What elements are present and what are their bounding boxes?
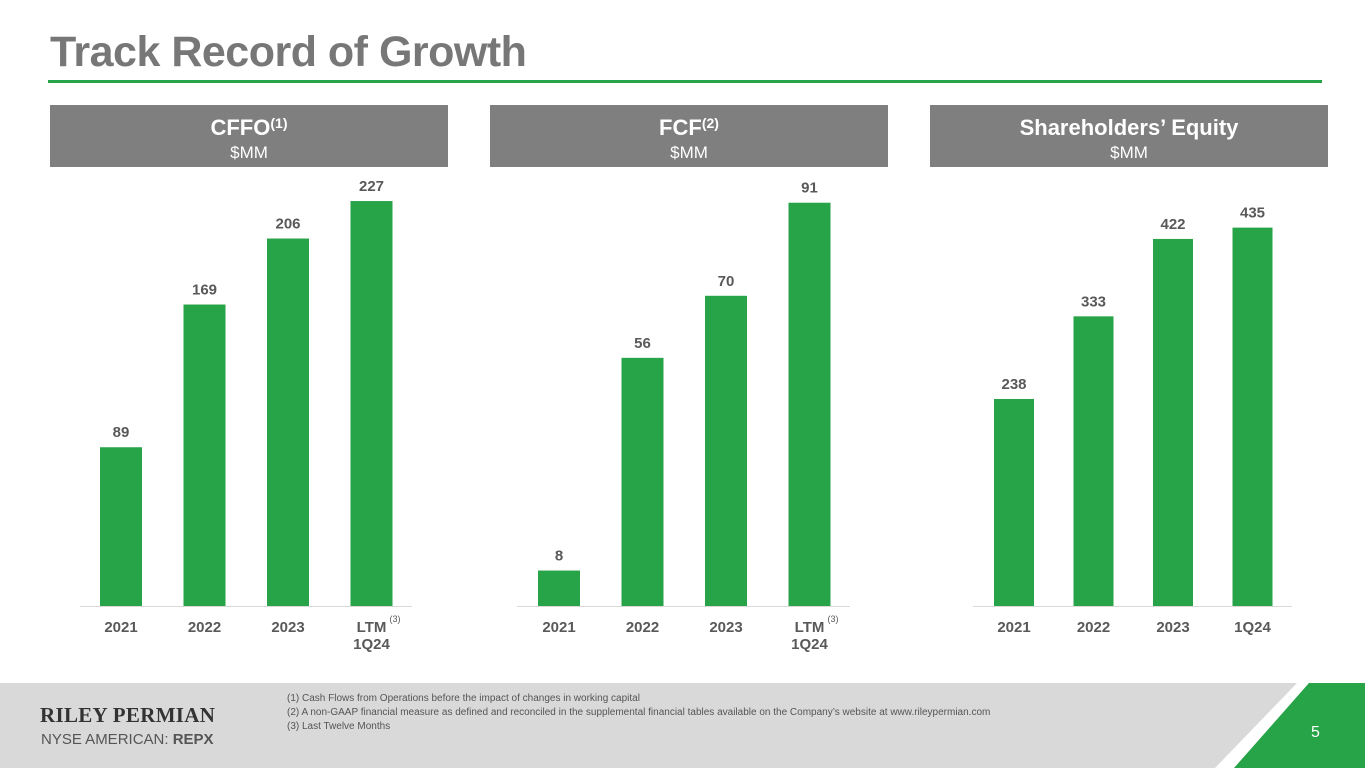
fcf-category-label-4: LTM — [795, 619, 825, 636]
cffo-title-footnote-ref: (1) — [270, 115, 288, 131]
equity-category-label-1: 2021 — [997, 619, 1030, 636]
fcf-category-sublabel-4: 1Q24 — [791, 636, 828, 653]
fcf-bar-4 — [788, 202, 831, 606]
footer: RILEY PERMIAN NYSE AMERICAN: REPX (1) Ca… — [0, 683, 1365, 768]
cffo-value-label-2: 169 — [192, 282, 217, 299]
cffo-value-label-1: 89 — [113, 424, 130, 441]
fcf-category-label-2: 2022 — [626, 619, 659, 636]
fcf-category-label-3: 2023 — [709, 619, 742, 636]
equity-category-label-2: 2022 — [1077, 619, 1110, 636]
equity-bar-1 — [994, 398, 1034, 606]
equity-bar-chart: 238 2021 333 2022 422 2023 435 1Q24 — [973, 205, 1292, 636]
cffo-panel-unit: $MM — [230, 143, 268, 162]
footnote-1: (1) Cash Flows from Operations before th… — [287, 693, 640, 704]
fcf-panel-header: FCF(2) $MM — [490, 105, 888, 167]
equity-value-label-1: 238 — [1001, 376, 1026, 393]
cffo-category-label-4: LTM — [357, 619, 387, 636]
equity-bar-2 — [1073, 316, 1114, 606]
title-divider — [48, 80, 1322, 83]
equity-panel-title: Shareholders’ Equity — [930, 115, 1328, 141]
page-number: 5 — [1311, 724, 1320, 741]
fcf-value-label-3: 70 — [718, 273, 735, 290]
equity-value-label-3: 422 — [1160, 216, 1185, 233]
equity-title-text: Shareholders’ Equity — [1019, 115, 1239, 140]
fcf-value-label-1: 8 — [555, 548, 563, 565]
fcf-bar-1 — [538, 570, 580, 606]
fcf-bar-2 — [621, 357, 664, 606]
cffo-value-label-3: 206 — [275, 216, 300, 233]
footnotes: (1) Cash Flows from Operations before th… — [287, 692, 990, 734]
cffo-category-sublabel-4: 1Q24 — [353, 636, 390, 653]
corner-accent — [1215, 683, 1365, 768]
cffo-bar-chart: 89 2021 169 2022 206 2023 227 LTM (3) 1Q24 — [80, 178, 412, 653]
equity-panel-header: Shareholders’ Equity $MM — [930, 105, 1328, 167]
fcf-title-text: FCF — [659, 115, 702, 140]
fcf-bar-3 — [705, 295, 747, 606]
page-title: Track Record of Growth — [50, 28, 527, 76]
cffo-bar-4 — [350, 201, 393, 606]
fcf-panel-unit: $MM — [670, 143, 708, 162]
fcf-value-label-2: 56 — [634, 335, 651, 352]
fcf-bar-chart: 8 2021 56 2022 70 2023 91 LTM (3) 1Q24 — [517, 180, 850, 653]
footnote-3: (3) Last Twelve Months — [287, 721, 391, 732]
corner-green-shape — [1234, 683, 1365, 768]
fcf-category-label-1: 2021 — [542, 619, 575, 636]
equity-category-label-4: 1Q24 — [1234, 619, 1271, 636]
fcf-title-footnote-ref: (2) — [701, 115, 719, 131]
cffo-title-text: CFFO — [210, 115, 271, 140]
fcf-category-footnote-ref-4: (3) — [828, 614, 839, 624]
footnote-2: (2) A non-GAAP financial measure as defi… — [287, 707, 991, 718]
cffo-category-label-1: 2021 — [104, 619, 137, 636]
cffo-panel-header: CFFO(1) $MM — [50, 105, 448, 167]
cffo-bar-1 — [100, 447, 142, 606]
equity-bar-4 — [1232, 227, 1273, 607]
fcf-panel-title: FCF(2) — [490, 115, 888, 141]
company-logo: RILEY PERMIAN — [40, 703, 216, 727]
cffo-category-label-3: 2023 — [271, 619, 304, 636]
equity-value-label-2: 333 — [1081, 293, 1106, 310]
cffo-panel-title: CFFO(1) — [50, 115, 448, 141]
cffo-category-label-2: 2022 — [188, 619, 221, 636]
equity-bar-3 — [1153, 238, 1193, 606]
cffo-category-footnote-ref-4: (3) — [390, 614, 401, 624]
equity-value-label-4: 435 — [1240, 205, 1265, 222]
cffo-bar-3 — [267, 238, 309, 606]
exchange-listing: NYSE AMERICAN: REPX — [41, 731, 214, 748]
equity-panel-unit: $MM — [1110, 143, 1148, 162]
fcf-value-label-4: 91 — [801, 180, 818, 197]
cffo-bar-2 — [183, 304, 226, 606]
equity-category-label-3: 2023 — [1156, 619, 1189, 636]
ticker-symbol: REPX — [172, 731, 214, 748]
cffo-value-label-4: 227 — [359, 178, 384, 195]
exchange-prefix: NYSE AMERICAN: — [41, 731, 173, 748]
